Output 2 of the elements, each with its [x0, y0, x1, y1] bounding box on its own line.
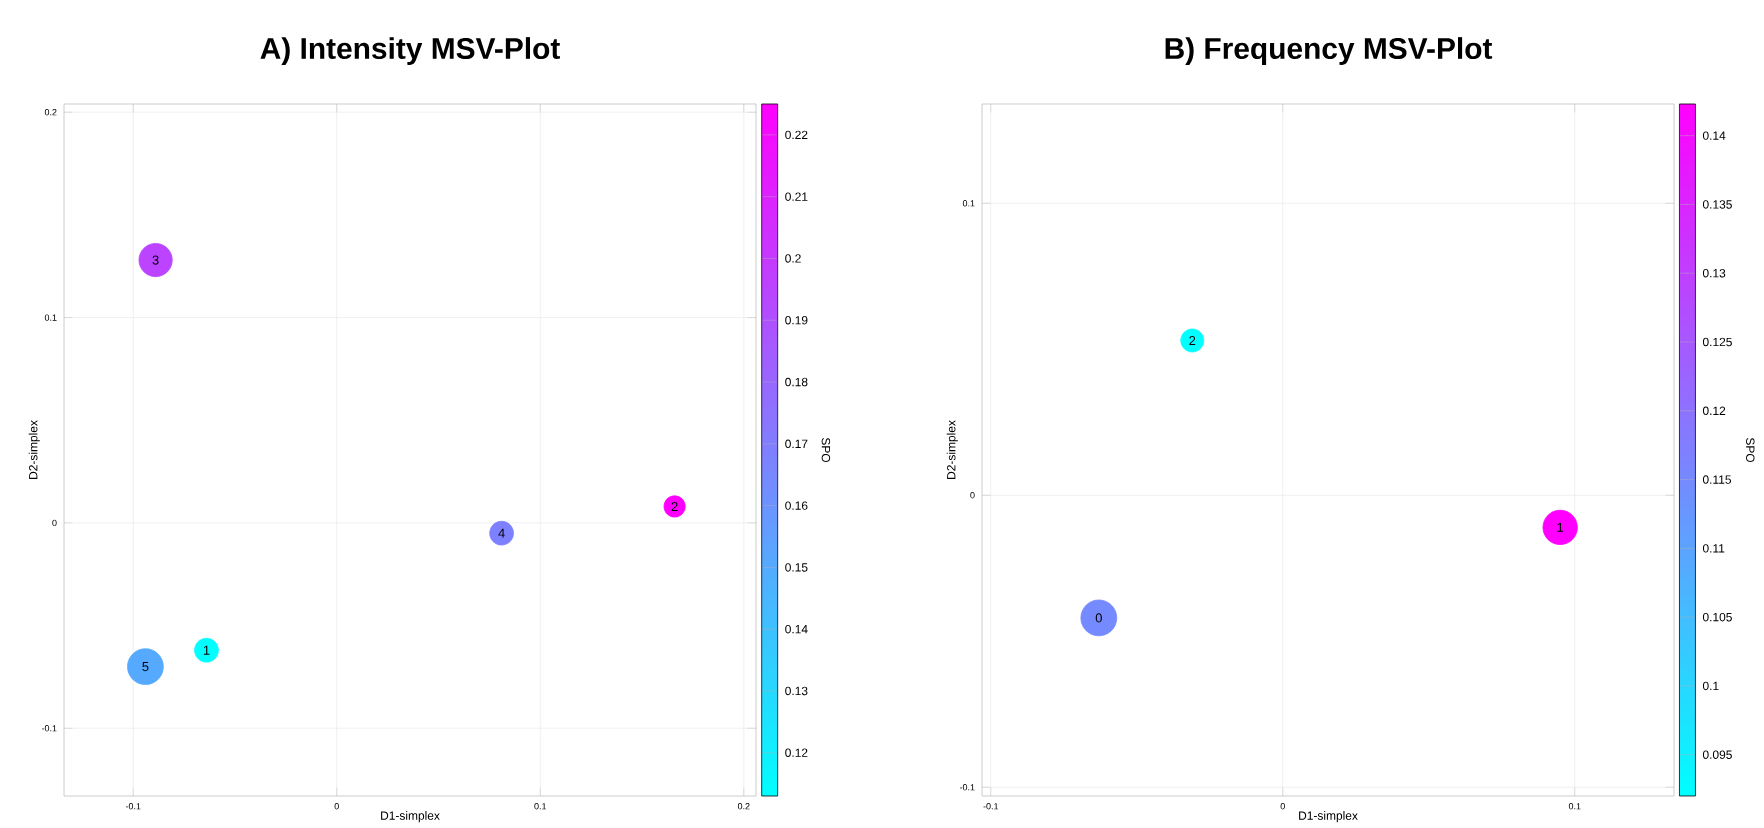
chart-title: A) Intensity MSV-Plot [260, 37, 560, 65]
chart-title: B) Frequency MSV-Plot [1165, 37, 1493, 65]
